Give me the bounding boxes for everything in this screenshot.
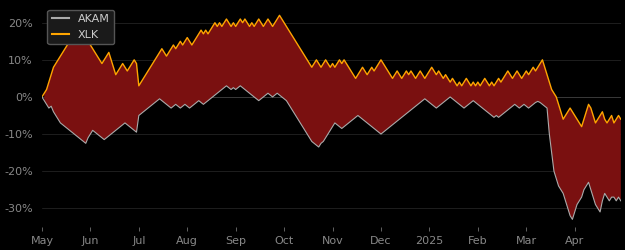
Legend: AKAM, XLK: AKAM, XLK [48, 10, 114, 44]
